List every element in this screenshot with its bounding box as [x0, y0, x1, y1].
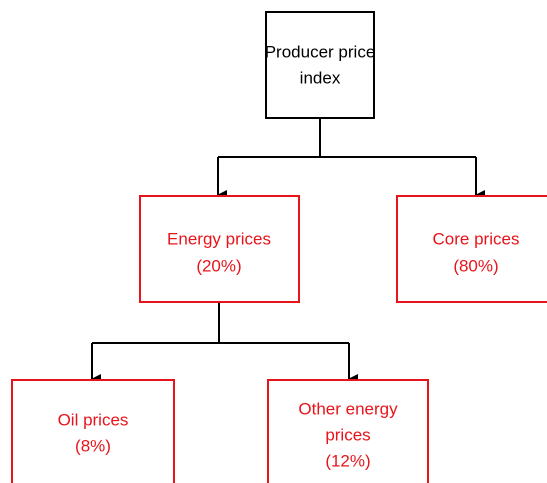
node: Producer price index — [265, 11, 376, 119]
node-label: (20%) — [196, 256, 241, 275]
node-label: (12%) — [325, 451, 370, 470]
node-label: Core prices — [433, 229, 520, 248]
node-box — [267, 379, 429, 483]
connectors — [91, 118, 485, 384]
node-label: (80%) — [453, 256, 498, 275]
node: Energy prices (20%) — [139, 195, 300, 303]
node-box — [265, 11, 375, 119]
node: Oil prices (8%) — [11, 379, 175, 483]
node-label: Energy prices — [167, 229, 271, 248]
node-label: (8%) — [75, 436, 111, 455]
node: Other energy prices (12%) — [267, 379, 429, 483]
node-label: prices — [325, 425, 370, 444]
node-box — [139, 195, 300, 303]
node: Core prices (80%) — [396, 195, 547, 303]
node-label: index — [300, 68, 341, 87]
node-box — [11, 379, 175, 483]
node-box — [396, 195, 547, 303]
node-label: Producer price — [265, 42, 376, 61]
node-label: Oil prices — [58, 410, 129, 429]
node-label: Other energy — [298, 399, 398, 418]
